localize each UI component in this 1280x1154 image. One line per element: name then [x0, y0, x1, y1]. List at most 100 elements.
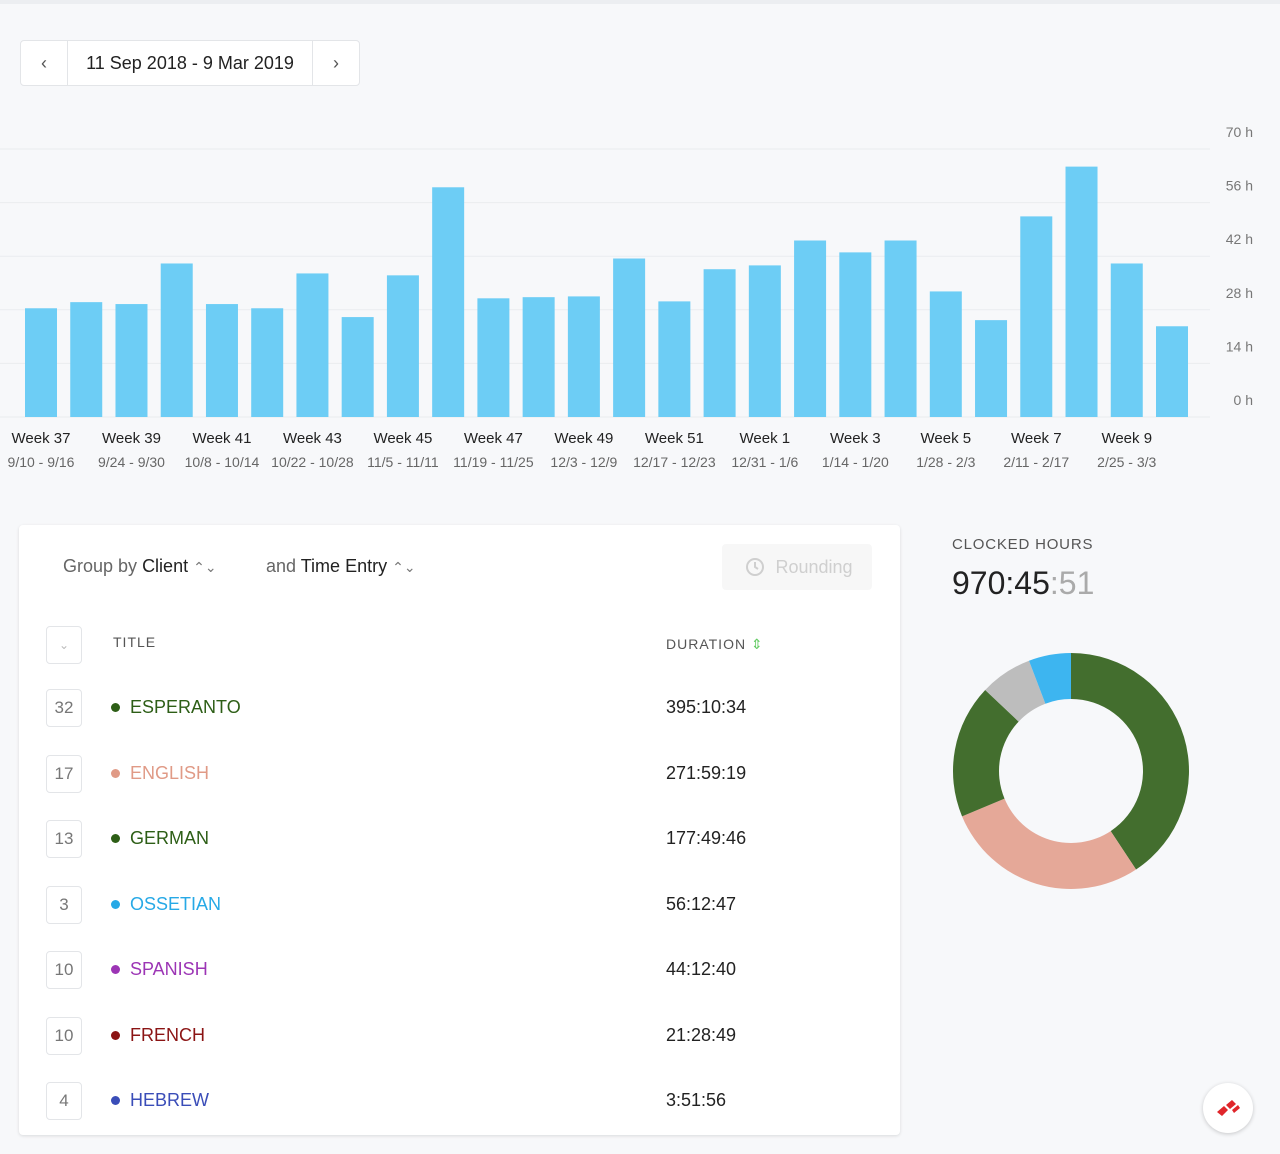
bar — [70, 302, 103, 417]
y-tick-label: 28 h — [1226, 285, 1253, 301]
bar — [205, 304, 238, 417]
row-title: SPANISH — [111, 959, 208, 980]
row-count: 17 — [46, 754, 82, 793]
bar — [477, 298, 510, 417]
bar — [432, 187, 465, 417]
clocked-total: 970:45:51 — [952, 565, 1094, 602]
row-dot — [111, 965, 120, 974]
row-count: 13 — [46, 820, 82, 858]
row-title: ESPERANTO — [111, 697, 241, 718]
bar — [884, 240, 917, 417]
donut-segment — [1071, 653, 1189, 870]
clocked-seconds: :51 — [1049, 565, 1095, 601]
bar — [115, 304, 148, 417]
bar-chart: 0 h 14 h 28 h 42 h 56 h 70 h Week 37 9/10 - 9/1… — [0, 124, 1253, 470]
x-date-label: 11/5 - 11/11 — [367, 454, 439, 470]
group-by-entry[interactable]: and Time Entry ⌃⌄ — [266, 556, 416, 576]
x-tick-label: Week 45 — [373, 430, 432, 447]
bar — [341, 317, 374, 417]
help-button[interactable] — [1203, 1083, 1253, 1133]
x-tick-label: Week 37 — [12, 430, 71, 447]
row-dot — [111, 899, 120, 909]
x-tick-label: Week 43 — [283, 430, 342, 447]
x-date-label: 1/14 - 1/20 — [822, 454, 889, 470]
x-tick-label: Week 39 — [102, 430, 161, 447]
x-date-label: 2/11 - 2/17 — [1003, 454, 1069, 470]
y-tick-label: 56 h — [1226, 178, 1253, 194]
bar — [522, 297, 555, 417]
row-dot — [111, 1096, 120, 1105]
bar — [794, 240, 827, 417]
clocked-label: CLOCKED HOURS — [952, 536, 1094, 553]
row-name: ENGLISH — [130, 762, 210, 783]
row-count: 3 — [46, 885, 82, 924]
x-date-label: 2/25 - 3/3 — [1097, 454, 1156, 470]
row-dot — [111, 768, 120, 778]
next-button[interactable]: › — [333, 52, 339, 73]
row-title: GERMAN — [111, 828, 209, 849]
clocked-main: 970:45 — [952, 565, 1050, 601]
bar — [160, 263, 193, 417]
group-and: and — [266, 556, 297, 576]
bar — [1020, 216, 1053, 417]
y-tick-label: 70 h — [1226, 124, 1253, 140]
row-duration: 271:59:19 — [666, 762, 747, 783]
y-tick-label: 42 h — [1226, 231, 1253, 247]
date-range[interactable]: 11 Sep 2018 - 9 Mar 2019 — [67, 41, 313, 85]
group-by-client[interactable]: Group by Client ⌃⌄ — [63, 556, 217, 576]
rounding-button[interactable]: Rounding — [722, 544, 872, 590]
x-tick-label: Week 3 — [830, 430, 881, 447]
duration-header[interactable]: DURATION ⇕ — [666, 636, 764, 652]
x-tick-label: Week 49 — [554, 430, 613, 447]
y-tick-label: 14 h — [1226, 338, 1253, 354]
row-count: 10 — [46, 1016, 82, 1055]
row-dot — [111, 703, 120, 712]
row-title: HEBREW — [111, 1090, 209, 1111]
title-header: TITLE — [113, 634, 157, 650]
x-date-label: 12/17 - 12/23 — [633, 454, 716, 470]
group-prefix: Group by — [63, 556, 138, 576]
x-tick-label: Week 1 — [740, 430, 791, 447]
row-duration: 177:49:46 — [666, 828, 747, 848]
bar — [613, 258, 646, 417]
donut-chart — [953, 653, 1189, 889]
bar — [1065, 166, 1098, 417]
group-first: Client — [142, 556, 189, 576]
x-tick-label: Week 7 — [1011, 430, 1062, 447]
row-count: 4 — [46, 1082, 82, 1120]
prev-button[interactable]: ‹ — [41, 52, 47, 73]
bar — [1110, 263, 1143, 417]
x-tick-label: Week 47 — [464, 430, 523, 447]
row-name: OSSETIAN — [130, 893, 222, 914]
y-tick-label: 0 h — [1234, 392, 1253, 408]
x-date-label: 1/28 - 2/3 — [916, 454, 975, 470]
bar — [658, 301, 691, 417]
date-picker: ‹ 11 Sep 2018 - 9 Mar 2019 › — [20, 40, 360, 86]
donut-segment — [1029, 653, 1071, 704]
row-name: FRENCH — [130, 1024, 205, 1045]
group-second: Time Entry — [300, 556, 388, 576]
x-tick-label: Week 51 — [645, 430, 704, 447]
bar — [703, 269, 736, 417]
expand-all[interactable]: ⌄ — [46, 626, 82, 664]
bar — [929, 291, 962, 417]
bar — [748, 265, 781, 417]
x-tick-label: Week 9 — [1101, 430, 1152, 447]
x-date-label: 10/22 - 10/28 — [271, 454, 354, 470]
x-date-label: 10/8 - 10/14 — [185, 454, 260, 470]
row-name: ESPERANTO — [130, 697, 241, 717]
x-tick-label: Week 41 — [192, 430, 251, 447]
row-dot — [111, 1030, 120, 1040]
donut-segment — [953, 689, 1019, 817]
x-date-label: 11/19 - 11/25 — [453, 454, 534, 470]
row-count: 32 — [46, 689, 82, 727]
bar — [251, 308, 284, 417]
duration-header-text: DURATION — [666, 636, 747, 652]
x-date-label: 12/31 - 1/6 — [731, 454, 798, 470]
row-duration: 56:12:47 — [666, 893, 737, 914]
row-name: GERMAN — [130, 828, 210, 848]
bar — [386, 275, 419, 417]
bar — [567, 296, 600, 417]
row-duration: 395:10:34 — [666, 697, 747, 717]
